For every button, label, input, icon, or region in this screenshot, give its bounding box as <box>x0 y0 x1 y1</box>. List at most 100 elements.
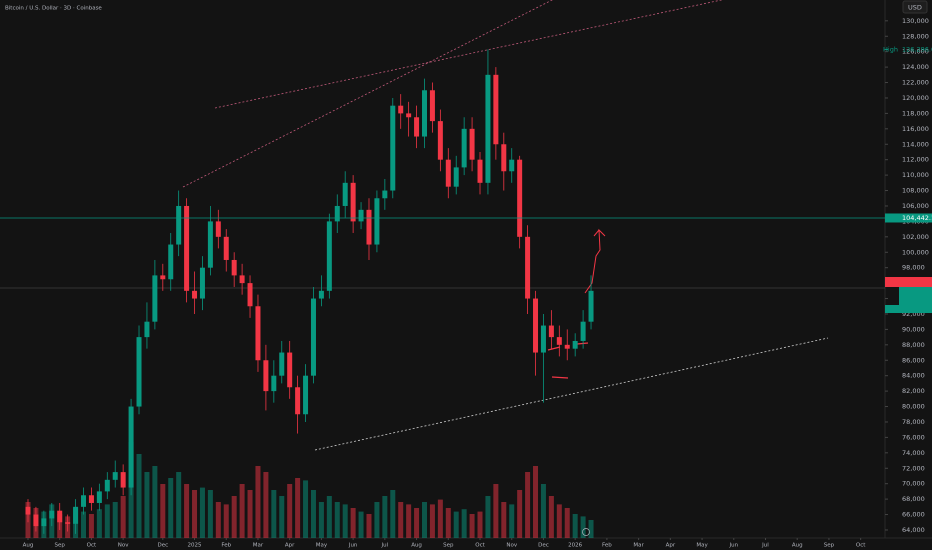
go-to-realtime[interactable] <box>582 528 590 536</box>
y-tick-label: 68,000 <box>902 495 925 503</box>
candle-body <box>96 491 102 503</box>
y-tick-label: 124,000 <box>902 63 929 71</box>
volume-bar <box>215 502 221 538</box>
price-line-label: 104,442.18 <box>902 214 932 222</box>
marker <box>547 346 561 351</box>
candle-body <box>247 283 253 307</box>
price-line-tag <box>885 213 932 223</box>
y-tick-label: 120,000 <box>902 94 929 102</box>
volume-bar <box>509 504 515 538</box>
volume-bar <box>382 496 388 538</box>
candle-body <box>493 74 499 145</box>
y-tick-label: 82,000 <box>902 387 925 395</box>
y-tick-label: 70,000 <box>902 480 925 488</box>
candle-body <box>120 472 126 488</box>
candle-body <box>223 236 229 260</box>
candle-body <box>287 352 293 388</box>
volume-bar <box>406 504 412 538</box>
candle-body <box>231 259 237 276</box>
volume-bar <box>295 478 301 538</box>
volume-bar <box>88 514 94 538</box>
volume-bar <box>168 478 174 538</box>
volume-bar <box>247 490 253 538</box>
volume-bar <box>104 504 110 538</box>
candle-body <box>303 375 309 415</box>
y-tick-label: 86,000 <box>902 356 925 364</box>
volume-bar <box>358 511 364 538</box>
high-value: 126,296.00 <box>902 45 932 53</box>
candle-body <box>199 267 205 299</box>
candle-body <box>49 510 55 519</box>
volume-bar <box>525 472 531 538</box>
volume-bar <box>207 490 213 538</box>
candle-body <box>25 506 31 515</box>
volume-bar <box>540 484 546 538</box>
currency-box[interactable] <box>902 0 928 14</box>
candle-body <box>152 275 158 322</box>
x-tick-label: Jun <box>728 543 738 549</box>
candle-body <box>65 522 71 524</box>
volume-bar <box>96 509 102 538</box>
candle-body <box>342 182 348 206</box>
candle-body <box>207 221 213 268</box>
candle-body <box>81 495 87 507</box>
x-tick-label: Sep <box>443 543 454 549</box>
volume-bar <box>588 520 594 538</box>
volume-bar <box>160 484 166 538</box>
x-tick-label: Nov <box>118 543 129 549</box>
candle-body <box>525 236 531 299</box>
x-tick-label: Sep <box>55 543 66 549</box>
candle-body <box>255 306 261 361</box>
candle-body <box>564 344 570 349</box>
candle-body <box>374 198 380 245</box>
volume-bar <box>461 509 467 538</box>
volume-bar <box>572 514 578 538</box>
y-tick-label: 102,000 <box>902 233 929 241</box>
x-tick-label: 2026 <box>568 543 582 549</box>
volume-pane <box>25 442 594 538</box>
candle-body <box>533 298 539 353</box>
volume-bar <box>318 502 324 538</box>
x-tick-label: 2025 <box>188 543 202 549</box>
volume-bar <box>287 484 293 538</box>
candle-body <box>350 182 356 222</box>
candle-body <box>136 337 142 407</box>
candle-body <box>176 205 182 245</box>
y-tick-label: 130,000 <box>902 17 929 25</box>
candle-body <box>358 209 364 222</box>
y-tick-label: 64,000 <box>902 526 925 534</box>
volume-bar <box>223 504 229 538</box>
candle-body <box>477 159 483 183</box>
y-tick-label: 106,000 <box>902 202 929 210</box>
volume-bar <box>477 511 483 538</box>
candle-body <box>73 506 79 524</box>
y-tick-label: 122,000 <box>902 79 929 87</box>
candle-body <box>485 74 491 183</box>
x-tick-label: Dec <box>157 543 168 549</box>
candle-body <box>445 159 451 187</box>
volume-bar <box>152 466 158 538</box>
volume-bar <box>374 502 380 538</box>
volume-bar <box>184 484 190 538</box>
y-tick-label: 88,000 <box>902 341 925 349</box>
x-tick-label: Apr <box>285 543 295 549</box>
y-tick-label: 72,000 <box>902 464 925 472</box>
volume-bar <box>136 454 142 538</box>
candle-body <box>382 190 388 199</box>
volume-bar <box>199 487 205 538</box>
candle-body <box>88 495 94 503</box>
volume-bar <box>398 502 404 538</box>
candle-body <box>318 290 324 299</box>
candle-body <box>572 340 578 349</box>
x-tick-label: Nov <box>506 543 517 549</box>
countdown-tag <box>899 287 932 306</box>
candle-body <box>517 159 523 237</box>
volume-bar <box>429 504 435 538</box>
x-tick-label: Oct <box>475 543 485 549</box>
y-tick-label: 128,000 <box>902 32 929 40</box>
volume-bar <box>350 508 356 538</box>
candle-body <box>437 121 443 160</box>
candle-body <box>57 510 63 523</box>
drawings <box>0 0 885 451</box>
